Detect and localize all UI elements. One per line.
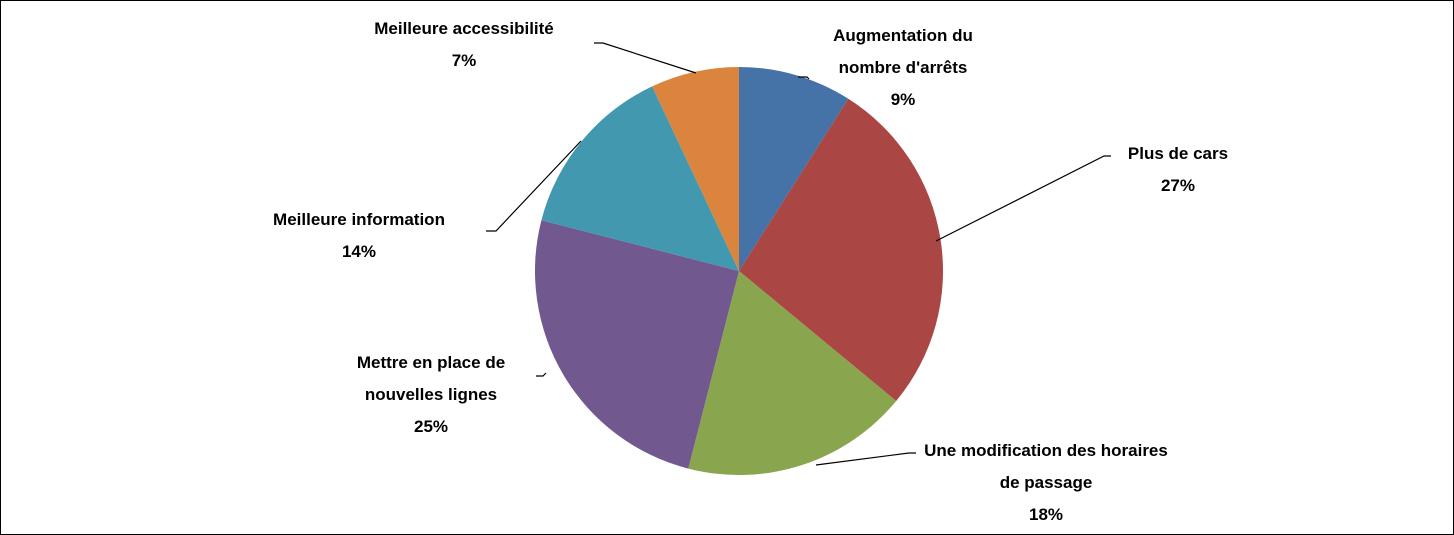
pie-slice: [688, 271, 897, 475]
value-label: 9%: [890, 90, 916, 109]
slice-label: Plus de cars 27%: [1128, 138, 1228, 202]
leader-line: [935, 155, 1111, 242]
pie-slice: [652, 67, 739, 271]
category-label: Mettre en place de nouvelles lignes: [356, 353, 506, 404]
category-label: Meilleure information: [273, 210, 445, 229]
leader-line: [815, 452, 916, 466]
pie-slice: [739, 67, 849, 271]
pie-slice: [739, 98, 943, 402]
value-label: 7%: [451, 51, 477, 70]
slice-label: Meilleure information 14%: [273, 204, 445, 268]
category-label: Meilleure accessibilité: [374, 19, 554, 38]
value-label: 18%: [1028, 505, 1064, 524]
leader-line: [798, 76, 810, 80]
pie-slice: [541, 86, 739, 271]
leader-line: [486, 140, 582, 232]
value-label: 25%: [413, 417, 449, 436]
slice-label: Meilleure accessibilité 7%: [374, 13, 554, 77]
leader-line: [594, 42, 697, 74]
category-label: Augmentation du nombre d'arrêts: [833, 26, 973, 77]
category-label: Plus de cars: [1127, 144, 1229, 163]
value-label: 14%: [341, 242, 377, 261]
leader-line: [536, 372, 547, 377]
slice-label: Une modification des horaires de passage…: [916, 435, 1176, 531]
value-label: 27%: [1160, 176, 1196, 195]
slice-label: Mettre en place de nouvelles lignes 25%: [321, 347, 541, 443]
category-label: Une modification des horaires de passage: [924, 441, 1168, 492]
slice-label: Augmentation du nombre d'arrêts 9%: [813, 20, 993, 116]
pie-slice: [535, 220, 739, 469]
